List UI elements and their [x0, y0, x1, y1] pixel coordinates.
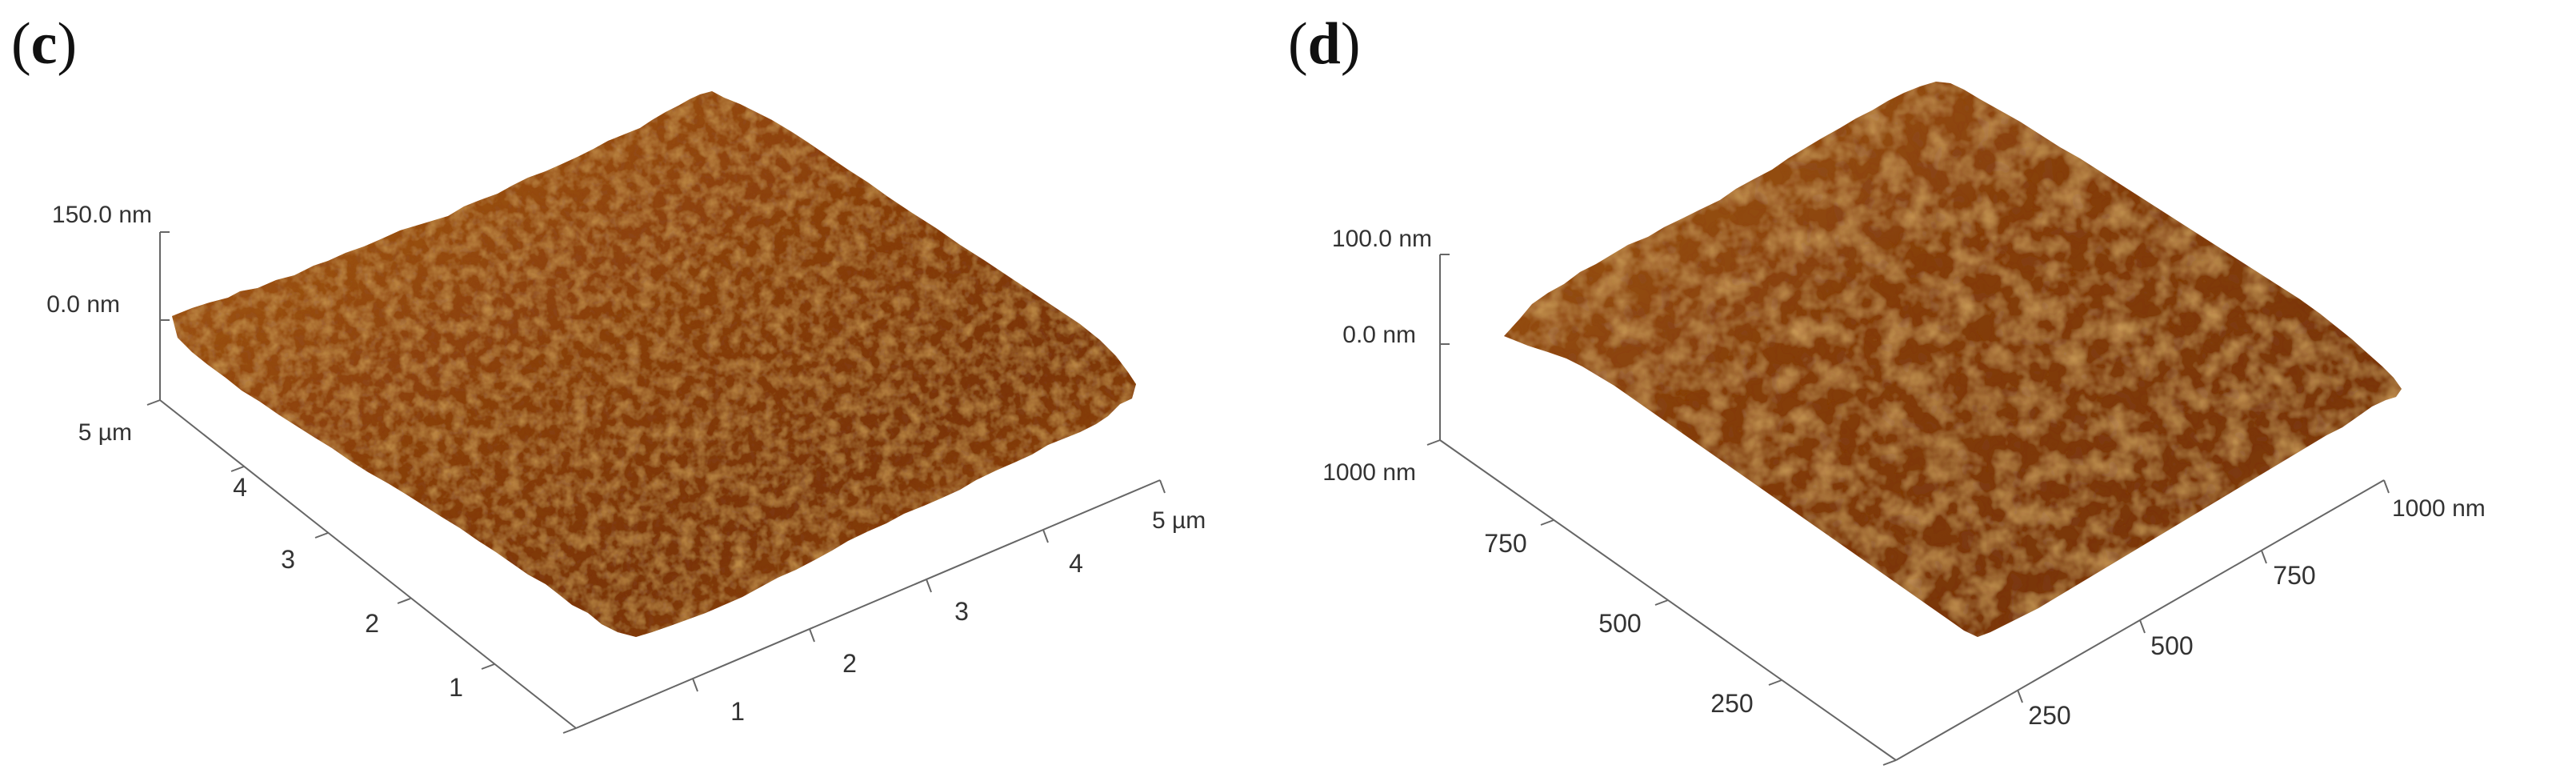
right-axis-ticks — [2017, 479, 2390, 703]
afm-topography-surface-d — [1504, 82, 2402, 637]
panel-label-d: (d) — [1288, 14, 1360, 74]
left-axis-tick-label: 750 — [1484, 529, 1526, 558]
afm-surface-plot-d: 100.0 nm 0.0 nm 1000 nm 750 500 250 250 … — [1322, 82, 2486, 766]
afm-panel-d: (d) — [1288, 0, 2576, 769]
afm-panel-c: (c) — [11, 14, 1206, 734]
left-axis-tick-label: 2 — [365, 609, 379, 638]
right-axis-end-label: 5 µm — [1152, 507, 1206, 534]
z-axis-zero-label: 0.0 nm — [1342, 322, 1416, 348]
z-axis-zero-label: 0.0 nm — [46, 291, 120, 318]
left-axis-end-label: 1000 nm — [1322, 459, 1416, 486]
right-axis-tick-label: 4 — [1069, 549, 1083, 578]
right-axis-tick-label: 1 — [730, 697, 745, 726]
panel-label-c: (c) — [11, 14, 77, 74]
left-axis-tick-label: 3 — [281, 545, 295, 574]
right-axis-end-label: 1000 nm — [2392, 495, 2486, 522]
left-axis-ticks — [146, 399, 577, 734]
left-axis-tick-label: 4 — [233, 473, 247, 502]
left-axis-tick-label: 500 — [1598, 609, 1641, 638]
right-axis-ticks — [692, 479, 1166, 692]
afm-topography-surface-c — [172, 91, 1136, 637]
right-axis-line — [575, 479, 1161, 729]
panel-label-open: ( — [11, 11, 31, 77]
left-axis-tick-label: 1 — [449, 673, 463, 702]
panel-label-letter: c — [30, 11, 58, 77]
right-axis-tick-label: 3 — [954, 597, 969, 626]
left-axis-ticks — [1426, 439, 1897, 766]
right-axis-tick-label: 500 — [2150, 631, 2193, 660]
afm-surface-plot-c: 150.0 nm 0.0 nm 5 µm 4 3 2 1 1 2 3 4 5 µ… — [46, 91, 1206, 734]
panel-label-close: ) — [1340, 11, 1361, 77]
panel-label-close: ) — [57, 11, 78, 77]
right-axis-tick-label: 2 — [842, 649, 857, 678]
panel-label-open: ( — [1288, 11, 1308, 77]
z-axis-top-label: 150.0 nm — [52, 202, 152, 228]
z-axis-top-label: 100.0 nm — [1332, 226, 1432, 252]
panel-label-letter: d — [1307, 11, 1341, 77]
left-axis-end-label: 5 µm — [78, 419, 132, 446]
right-axis-tick-label: 750 — [2273, 561, 2315, 590]
right-axis-tick-label: 250 — [2028, 701, 2070, 730]
left-axis-tick-label: 250 — [1710, 689, 1753, 718]
left-axis-line — [159, 399, 577, 729]
